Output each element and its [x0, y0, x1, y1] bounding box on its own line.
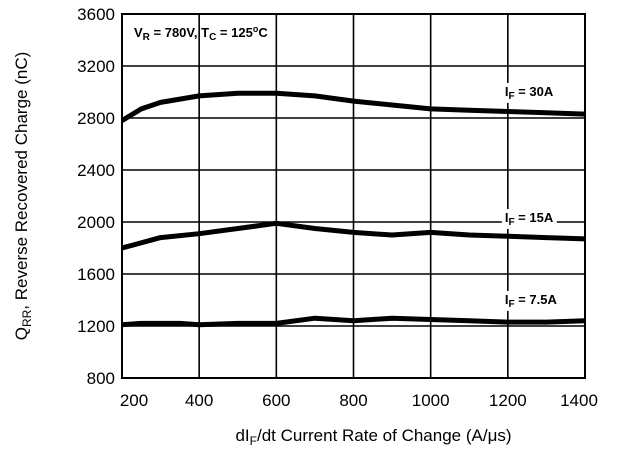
x-tick-label: 1200 [489, 391, 527, 410]
series-lines [120, 90, 586, 328]
y-tick-label: 1600 [77, 265, 115, 284]
y-tick-label: 2400 [77, 161, 115, 180]
series-line-1 [120, 90, 586, 123]
x-tick-label: 800 [339, 391, 367, 410]
y-tick-label: 1200 [77, 317, 115, 336]
x-tick-label: 1400 [560, 391, 598, 410]
series-labels: IF = 30A IF = 15A IF = 7.5A [501, 82, 561, 311]
svg-text:IF = 30A: IF = 30A [505, 84, 554, 102]
svg-text:IF = 15A: IF = 15A [505, 210, 554, 228]
plot-frame [121, 13, 586, 379]
y-tick-label: 2800 [77, 109, 115, 128]
x-axis-title: dIF/dt Current Rate of Change (A/μs) [235, 426, 511, 448]
y-tick-label: 2000 [77, 213, 115, 232]
y-axis-title: QRR, Reverse Recovered Charge (nC) [12, 52, 34, 341]
series-line-3 [121, 315, 586, 328]
svg-text:IF = 7.5A: IF = 7.5A [505, 292, 558, 310]
series-label-3: IF = 7.5A [501, 290, 561, 311]
x-tick-label: 400 [185, 391, 213, 410]
y-tick-label: 3600 [77, 5, 115, 24]
x-tick-label: 200 [120, 391, 148, 410]
conditions-annotation: VR = 780V, TC = 125oC [134, 24, 268, 43]
series-label-2: IF = 15A [501, 209, 557, 229]
series-label-1: IF = 30A [501, 82, 557, 103]
y-tick-label: 800 [87, 369, 115, 388]
y-tick-label: 3200 [77, 57, 115, 76]
x-tick-labels: 200 400 600 800 1000 1200 1400 [120, 391, 598, 410]
x-tick-label: 600 [262, 391, 290, 410]
y-tick-labels: 800 1200 1600 2000 2400 2800 3200 3600 [77, 5, 115, 388]
series-line-2 [121, 220, 586, 251]
x-tick-label: 1000 [412, 391, 450, 410]
